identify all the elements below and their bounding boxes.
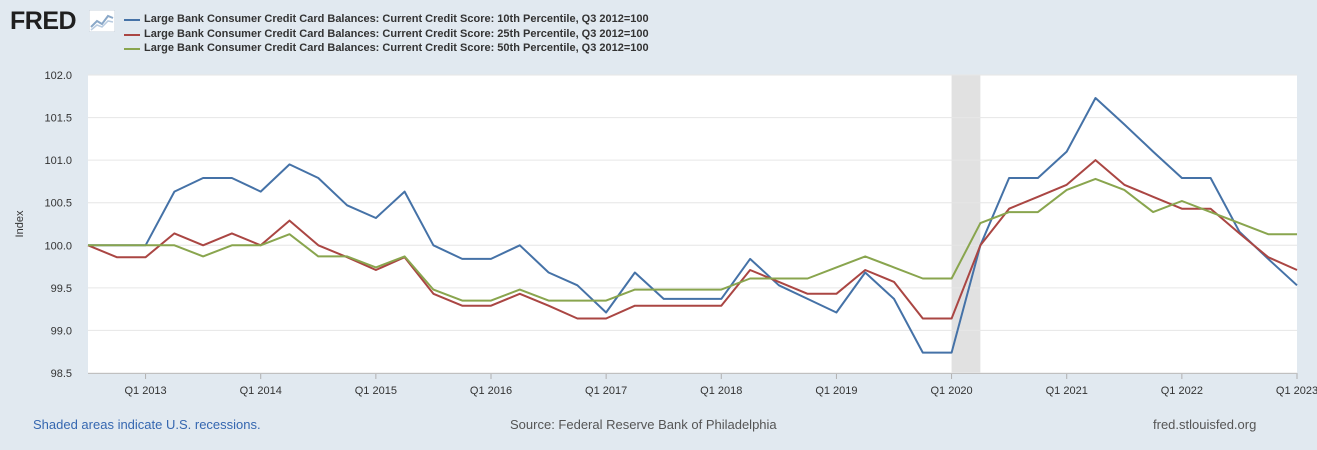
- x-tick-label: Q1 2019: [815, 385, 857, 397]
- source-note: Source: Federal Reserve Bank of Philadel…: [510, 417, 777, 432]
- x-tick-label: Q1 2022: [1161, 385, 1203, 397]
- fred-logo-chart-icon: [89, 10, 115, 32]
- legend-label: Large Bank Consumer Credit Card Balances…: [144, 27, 649, 40]
- y-tick-label: 102.0: [44, 70, 72, 82]
- x-tick-label: Q1 2021: [1046, 385, 1088, 397]
- x-tick-label: Q1 2020: [930, 385, 972, 397]
- fred-logo-text: FRED: [10, 7, 77, 35]
- y-axis-label: Index: [14, 210, 26, 237]
- x-tick-label: Q1 2016: [470, 385, 512, 397]
- line-chart: 98.5 99.0 99.5 100.0 100.5 101.0 101.5 102.0 Q1 …: [14, 70, 1317, 397]
- y-tick-label: 101.5: [44, 113, 72, 125]
- y-tick-label: 100.5: [44, 198, 72, 210]
- x-tick-label: Q1 2023: [1276, 385, 1317, 397]
- x-tick-label: Q1 2015: [355, 385, 397, 397]
- recession-shade: [951, 75, 981, 373]
- legend-swatch: [124, 19, 140, 21]
- legend-swatch: [124, 33, 140, 36]
- series-line-2[interactable]: [87, 159, 1298, 320]
- fred-logo[interactable]: FRED: [10, 6, 115, 36]
- series-line-1[interactable]: [88, 97, 1298, 354]
- y-tick-label: 99.5: [51, 283, 72, 295]
- y-tick-label: 99.0: [51, 325, 72, 337]
- recession-note: Shaded areas indicate U.S. recessions.: [33, 417, 261, 432]
- series-line-3[interactable]: [88, 177, 1297, 302]
- x-tick-label: Q1 2018: [700, 385, 742, 397]
- y-tick-label: 98.5: [51, 368, 72, 380]
- plot-area: [88, 75, 1297, 373]
- legend-label: Large Bank Consumer Credit Card Balances…: [144, 13, 649, 25]
- x-tick-label: Q1 2013: [124, 385, 166, 397]
- site-link[interactable]: fred.stlouisfed.org: [1153, 417, 1257, 432]
- x-tick-label: Q1 2014: [240, 385, 282, 397]
- y-tick-label: 101.0: [44, 155, 72, 167]
- legend-swatch: [124, 48, 140, 50]
- x-tick-label: Q1 2017: [585, 385, 627, 397]
- legend-label: Large Bank Consumer Credit Card Balances…: [144, 42, 649, 54]
- y-tick-label: 100.0: [44, 240, 72, 252]
